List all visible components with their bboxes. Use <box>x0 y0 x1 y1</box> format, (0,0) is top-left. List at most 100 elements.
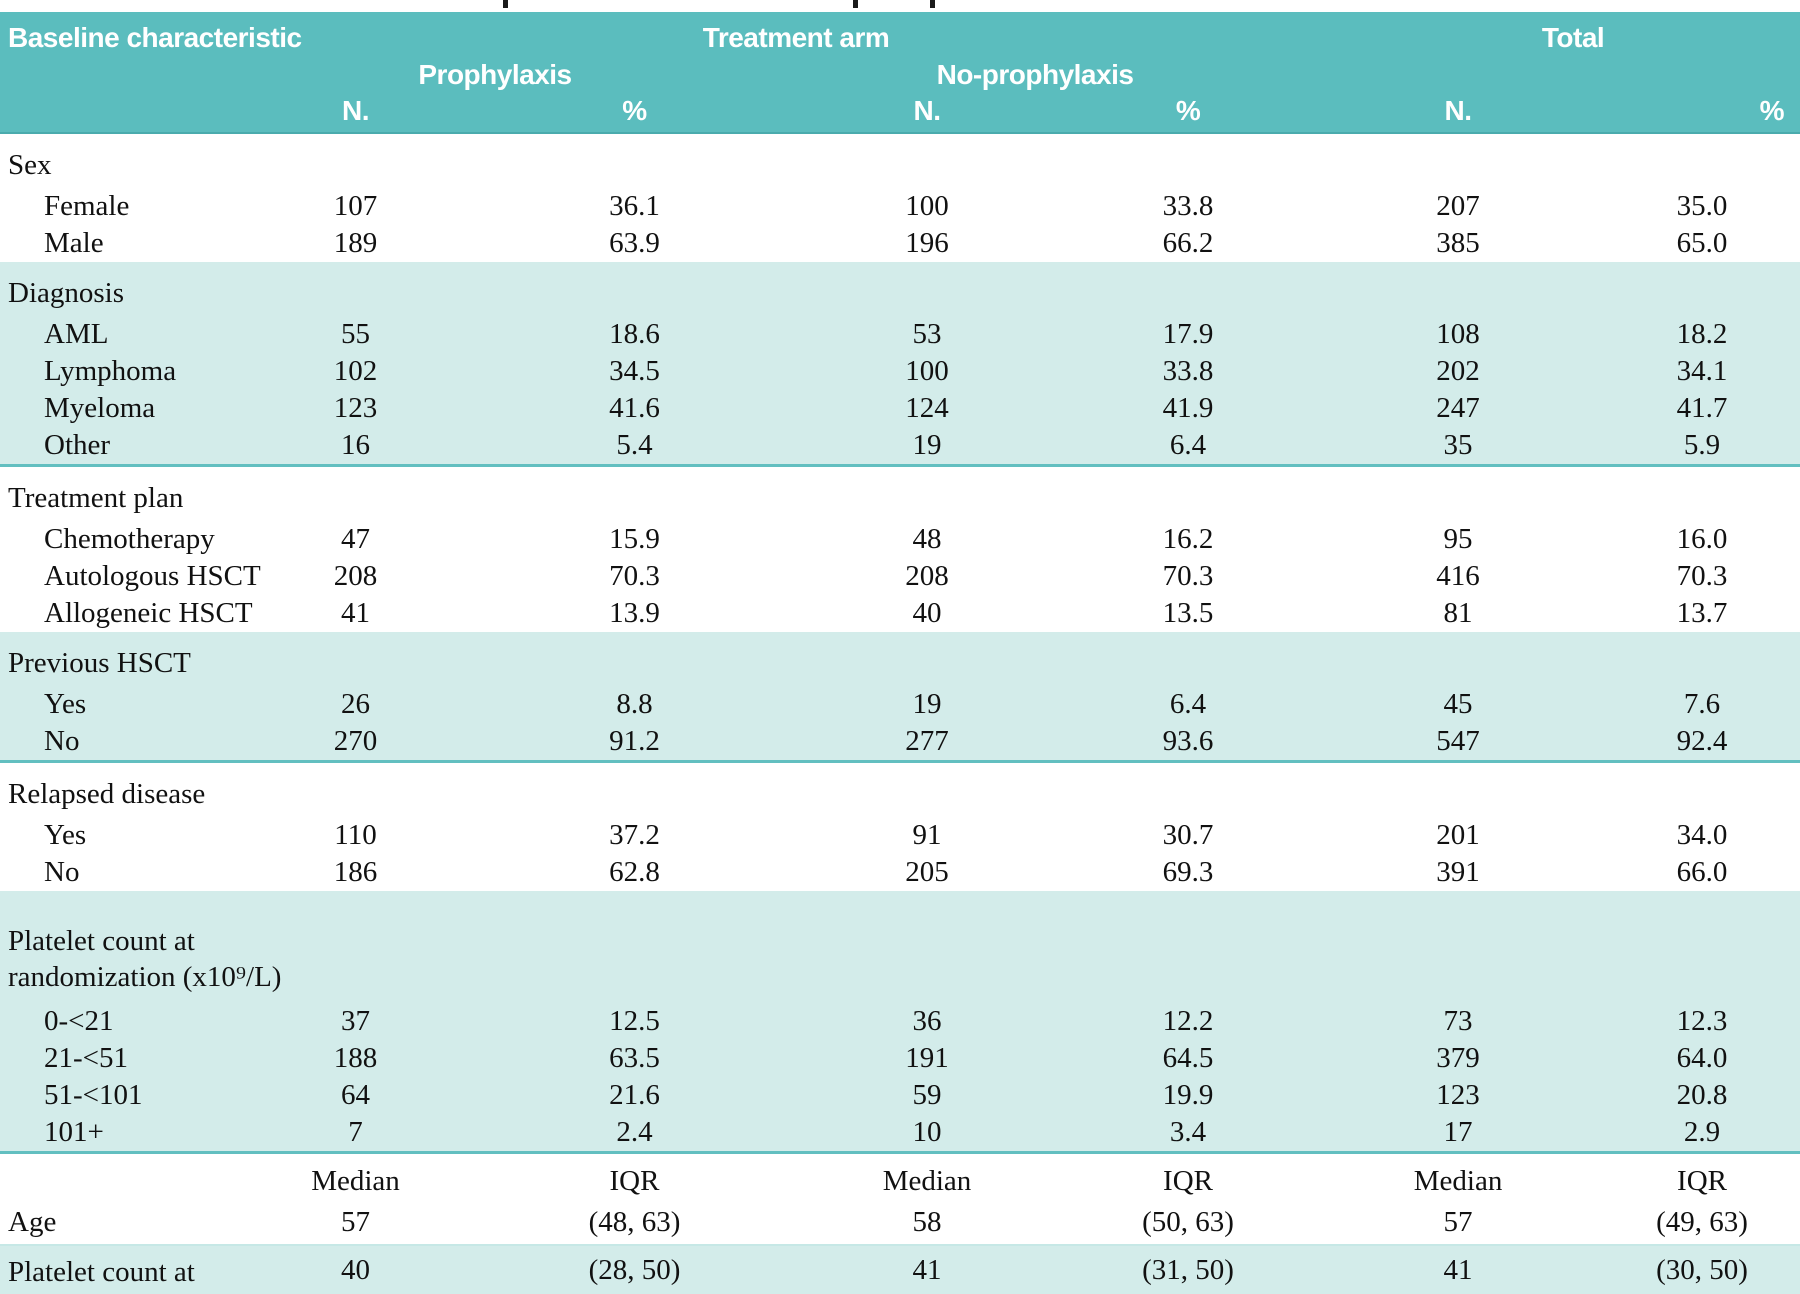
cell-value: 91.2 <box>495 723 774 763</box>
cell-value: 47 <box>341 523 370 555</box>
cell-value: 17 <box>1296 1114 1621 1154</box>
cell-value: 62.8 <box>609 856 660 888</box>
cell-value: 5.9 <box>1620 427 1800 467</box>
header-row-arms: Prophylaxis No-prophylaxis <box>0 56 1800 93</box>
cell-value: 13.9 <box>609 597 660 629</box>
section-header-row: Treatment plan <box>0 466 1800 522</box>
row-label: No <box>0 723 216 763</box>
cell-value: 191 <box>905 1042 949 1074</box>
cell-value: 33.8 <box>1162 355 1214 387</box>
cell-value: 55 <box>341 318 370 350</box>
cell-value: 91 <box>912 819 942 851</box>
table-row: Autologous HSCT 208 70.3 208 70.3 416 70.3 <box>0 558 1800 595</box>
cell-value: 123 <box>1436 1079 1480 1111</box>
cell-value: 19 <box>774 427 1080 467</box>
cell-value: 19 <box>912 688 942 720</box>
section-header-row: Platelet count at randomization (x10⁹/L) <box>0 891 1800 1003</box>
cell-value: 53 <box>912 318 942 350</box>
summary-row: Age 57 (48, 63) 58 (50, 63) 57 (49, 63) <box>0 1200 1800 1246</box>
cell-value: 66.0 <box>1676 856 1728 888</box>
cell-value: 124 <box>905 392 949 424</box>
cell-value: 45 <box>1443 688 1473 720</box>
cell-value: 36.1 <box>609 190 660 222</box>
cell-value: 37.2 <box>609 819 660 851</box>
cell-value: 35 <box>1296 427 1621 467</box>
col-header-pct: % <box>495 93 774 134</box>
stat-header: Median <box>882 1165 972 1197</box>
cell-value: 64 <box>341 1079 370 1111</box>
cell-value: 64.5 <box>1162 1042 1214 1074</box>
table-row: Other 16 5.4 19 6.4 35 5.9 <box>0 427 1800 467</box>
col-header-pct: % <box>1620 93 1800 134</box>
header-spacer <box>1296 56 1800 93</box>
row-label: 21-<51 <box>44 1042 129 1074</box>
table-row: 0-<21 37 12.5 36 12.2 73 12.3 <box>0 1003 1800 1040</box>
stat-spacer <box>0 1153 216 1201</box>
table-row: Lymphoma 102 34.5 100 33.8 202 34.1 <box>0 353 1800 390</box>
table-header: Baseline characteristic Treatment arm To… <box>0 12 1800 134</box>
cell-value: 12.3 <box>1676 1005 1728 1037</box>
cell-value: 13.5 <box>1162 597 1214 629</box>
row-label: No <box>44 856 80 888</box>
col-header-n: N. <box>774 93 1080 134</box>
cell-value: 385 <box>1436 227 1480 259</box>
cell-value: 92.4 <box>1620 723 1800 763</box>
section-label: Treatment plan <box>8 482 184 514</box>
cell-value: 18.6 <box>609 318 660 350</box>
header-spacer <box>0 56 216 93</box>
cell-value: 41 <box>1296 1245 1621 1294</box>
section-label: Platelet count at randomization (x10⁹/L) <box>8 925 282 993</box>
cell-value: 73 <box>1443 1005 1473 1037</box>
section-label: Diagnosis <box>8 277 124 309</box>
cropped-text-fragment <box>503 0 508 8</box>
cropped-caption-strip <box>0 0 1800 12</box>
cell-value: 100 <box>905 355 949 387</box>
row-label: Allogeneic HSCT <box>44 597 253 629</box>
cell-value: 64.0 <box>1676 1042 1728 1074</box>
cell-value: 57 <box>216 1200 495 1246</box>
cell-value: 208 <box>905 560 949 592</box>
cell-value: 20.8 <box>1676 1079 1728 1111</box>
cell-value: 12.5 <box>609 1005 660 1037</box>
row-label: Yes <box>44 819 87 851</box>
cell-value: 189 <box>333 227 378 259</box>
cell-value: 17.9 <box>1162 318 1214 350</box>
cell-value: 35.0 <box>1676 190 1728 222</box>
cell-value: 2.9 <box>1620 1114 1800 1154</box>
section-header-row: Previous HSCT <box>0 632 1800 686</box>
cell-value: 8.8 <box>616 688 653 720</box>
cell-value: (50, 63) <box>1080 1200 1297 1246</box>
row-label: Yes <box>44 688 87 720</box>
table-body: Sex Female 107 36.1 100 33.8 207 35.0 Male 189 63.… <box>0 133 1800 1294</box>
baseline-characteristic-header: Baseline characteristic <box>0 12 302 56</box>
table-row: No 270 91.2 277 93.6 547 92.4 <box>0 723 1800 763</box>
table-row: No 186 62.8 205 69.3 391 66.0 <box>0 854 1800 891</box>
cell-value: 277 <box>774 723 1080 763</box>
cell-value: 379 <box>1436 1042 1480 1074</box>
cell-value: 16 <box>216 427 495 467</box>
header-row-groups: Baseline characteristic Treatment arm To… <box>0 12 1800 56</box>
row-label: 0-<21 <box>44 1005 114 1037</box>
row-label: Lymphoma <box>44 355 177 387</box>
cell-value: 36 <box>912 1005 942 1037</box>
cell-value: 110 <box>334 819 377 851</box>
no-prophylaxis-header: No-prophylaxis <box>774 56 1297 93</box>
row-label: Age <box>0 1200 216 1246</box>
cell-value: 208 <box>333 560 378 592</box>
section-label: Sex <box>8 149 52 181</box>
table-row: Male 189 63.9 196 66.2 385 65.0 <box>0 225 1800 262</box>
section-header-row: Diagnosis <box>0 262 1800 316</box>
cell-value: 41.7 <box>1676 392 1728 424</box>
cell-value: 41.6 <box>609 392 660 424</box>
cell-value: 16.0 <box>1676 523 1728 555</box>
cell-value: 70.3 <box>1676 560 1728 592</box>
cell-value: 63.5 <box>609 1042 660 1074</box>
cropped-text-fragment <box>930 0 935 8</box>
cell-value: 102 <box>333 355 378 387</box>
stat-header: Median <box>1413 1165 1503 1197</box>
row-label: Chemotherapy <box>44 523 215 555</box>
section-header-row: Sex <box>0 133 1800 188</box>
cell-value: 2.4 <box>495 1114 774 1154</box>
cell-value: 33.8 <box>1162 190 1214 222</box>
